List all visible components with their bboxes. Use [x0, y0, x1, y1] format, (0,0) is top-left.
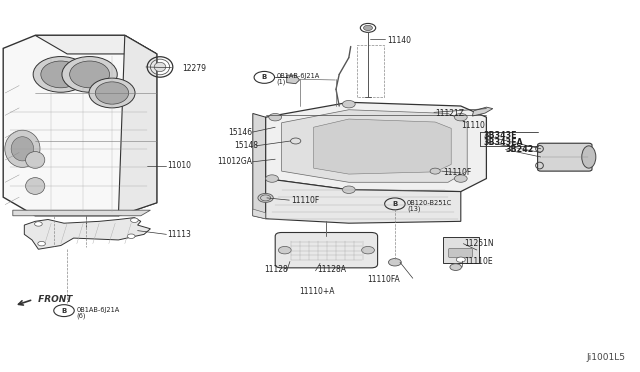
Ellipse shape — [26, 177, 45, 194]
Circle shape — [342, 100, 355, 108]
Text: 11113: 11113 — [168, 230, 191, 239]
Text: 12279: 12279 — [182, 64, 206, 73]
Text: 0B120-B251C: 0B120-B251C — [407, 200, 452, 206]
Ellipse shape — [26, 152, 45, 168]
Text: 11110+A: 11110+A — [299, 287, 335, 296]
Polygon shape — [472, 107, 493, 116]
Polygon shape — [266, 102, 486, 192]
Text: 15148: 15148 — [234, 141, 258, 150]
Text: 11121Z: 11121Z — [435, 109, 464, 118]
Ellipse shape — [582, 146, 596, 168]
Circle shape — [266, 175, 278, 182]
Circle shape — [127, 234, 135, 238]
Circle shape — [362, 247, 374, 254]
Text: 3B242: 3B242 — [506, 145, 534, 154]
FancyBboxPatch shape — [449, 248, 472, 257]
Text: 11110F: 11110F — [291, 196, 319, 205]
Circle shape — [450, 264, 461, 270]
Ellipse shape — [89, 78, 135, 108]
Circle shape — [258, 193, 273, 202]
Text: 11110F: 11110F — [444, 169, 472, 177]
Polygon shape — [3, 35, 157, 216]
Text: 11110: 11110 — [461, 121, 484, 130]
Text: 3B343E: 3B343E — [483, 131, 516, 140]
Ellipse shape — [70, 61, 109, 88]
Text: (1): (1) — [276, 79, 286, 86]
Ellipse shape — [154, 62, 166, 71]
Polygon shape — [253, 209, 266, 219]
Polygon shape — [118, 35, 157, 216]
Text: B: B — [262, 74, 267, 80]
FancyBboxPatch shape — [538, 143, 592, 171]
Circle shape — [388, 259, 401, 266]
FancyBboxPatch shape — [275, 232, 378, 268]
Polygon shape — [287, 75, 300, 84]
Text: 15146: 15146 — [228, 128, 252, 137]
Polygon shape — [253, 113, 266, 219]
Text: B: B — [392, 201, 397, 207]
Circle shape — [456, 257, 465, 262]
Circle shape — [38, 241, 45, 246]
Text: 3B343EA: 3B343EA — [483, 138, 523, 147]
Text: 11010: 11010 — [168, 161, 192, 170]
Ellipse shape — [12, 137, 34, 161]
Circle shape — [260, 195, 271, 201]
Ellipse shape — [62, 57, 117, 92]
Ellipse shape — [41, 61, 81, 88]
Text: 11128A: 11128A — [317, 265, 346, 274]
Ellipse shape — [33, 57, 88, 92]
Text: (13): (13) — [407, 205, 420, 212]
FancyBboxPatch shape — [443, 237, 479, 263]
Text: FRONT: FRONT — [35, 295, 72, 304]
Polygon shape — [314, 119, 451, 174]
Circle shape — [342, 186, 355, 193]
Circle shape — [269, 113, 282, 121]
Polygon shape — [13, 210, 150, 216]
Circle shape — [35, 222, 42, 226]
Circle shape — [430, 168, 440, 174]
Circle shape — [454, 113, 467, 121]
Text: 11110FA: 11110FA — [367, 275, 400, 284]
Text: 11140: 11140 — [387, 36, 412, 45]
Text: 11128: 11128 — [264, 265, 288, 274]
Ellipse shape — [5, 130, 40, 167]
Polygon shape — [282, 110, 467, 182]
Text: 11251N: 11251N — [464, 239, 493, 248]
Text: 0B1AB-6J21A: 0B1AB-6J21A — [77, 307, 120, 312]
Polygon shape — [24, 218, 150, 249]
Text: (6): (6) — [77, 312, 86, 319]
Circle shape — [454, 175, 467, 182]
Circle shape — [131, 218, 138, 222]
Text: 11110E: 11110E — [464, 257, 493, 266]
Polygon shape — [35, 35, 157, 54]
Text: B: B — [61, 308, 67, 314]
Text: 11012GA: 11012GA — [217, 157, 252, 166]
Text: 0B1AB-6J21A: 0B1AB-6J21A — [276, 73, 320, 79]
Polygon shape — [266, 179, 461, 223]
Circle shape — [278, 247, 291, 254]
Circle shape — [364, 25, 372, 31]
Text: Ji1001L5: Ji1001L5 — [587, 353, 626, 362]
Ellipse shape — [95, 82, 129, 104]
